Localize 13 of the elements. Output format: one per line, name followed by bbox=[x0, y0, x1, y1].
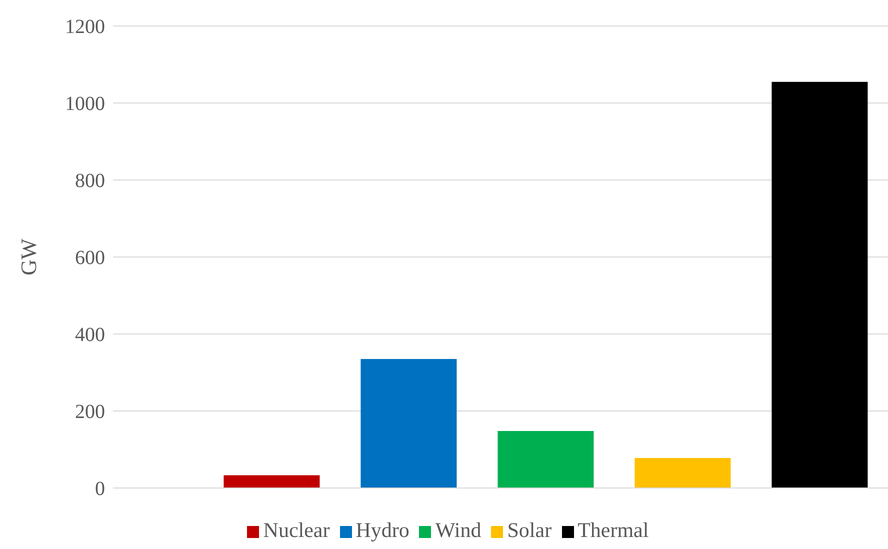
y-tick-label: 1000 bbox=[65, 93, 105, 116]
y-tick-label: 600 bbox=[75, 247, 105, 270]
y-tick-label: 200 bbox=[75, 401, 105, 424]
legend-label: Hydro bbox=[356, 518, 410, 542]
y-tick-label: 800 bbox=[75, 170, 105, 192]
legend-label: Nuclear bbox=[263, 518, 330, 542]
legend-label: Wind bbox=[435, 518, 482, 542]
legend-label: Thermal bbox=[578, 518, 649, 542]
y-axis-title: GW bbox=[16, 238, 41, 276]
y-tick-label: 0 bbox=[95, 478, 105, 500]
y-tick-label: 1200 bbox=[65, 16, 105, 38]
legend-label: Solar bbox=[507, 518, 552, 542]
y-tick-label: 400 bbox=[75, 324, 105, 346]
